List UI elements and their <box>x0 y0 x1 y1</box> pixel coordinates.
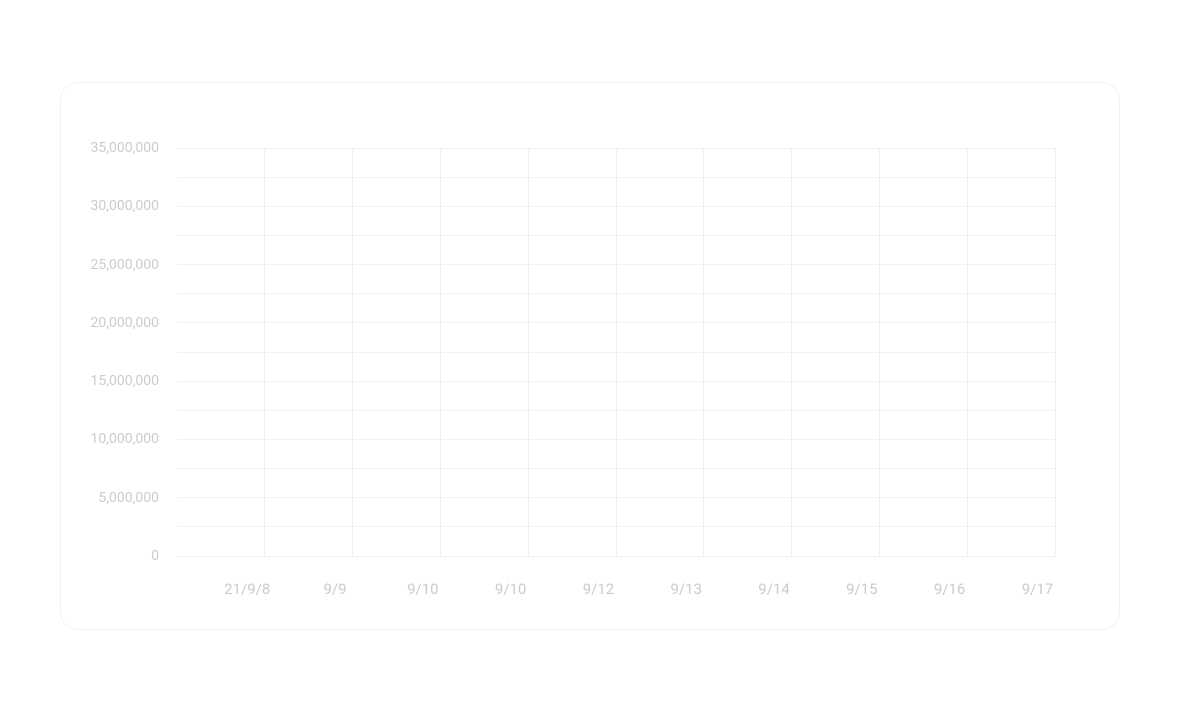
grid-v <box>616 148 617 556</box>
grid-v <box>352 148 353 556</box>
x-axis-tick-label: 9/9 <box>324 580 347 598</box>
y-axis-tick-label: 20,000,000 <box>91 315 159 331</box>
x-axis-tick-label: 9/10 <box>495 580 526 598</box>
x-axis-tick-label: 9/16 <box>934 580 965 598</box>
y-axis-tick-label: 25,000,000 <box>91 257 159 273</box>
x-axis-tick-label: 9/15 <box>846 580 877 598</box>
grid-v <box>1055 148 1056 556</box>
grid-v <box>879 148 880 556</box>
x-axis-tick-label: 9/10 <box>407 580 438 598</box>
y-axis-tick-label: 5,000,000 <box>98 490 159 506</box>
grid-v <box>264 148 265 556</box>
chart-plot-area: 05,000,00010,000,00015,000,00020,000,000… <box>177 148 1055 556</box>
x-axis-tick-label: 9/12 <box>583 580 614 598</box>
y-axis-tick-label: 30,000,000 <box>91 198 159 214</box>
x-axis-tick-label: 9/17 <box>1022 580 1053 598</box>
y-axis-tick-label: 0 <box>151 548 159 564</box>
x-axis-tick-label: 21/9/8 <box>224 580 270 598</box>
x-axis-tick-label: 9/13 <box>670 580 701 598</box>
grid-v <box>967 148 968 556</box>
y-axis-tick-label: 15,000,000 <box>91 373 159 389</box>
grid-v <box>528 148 529 556</box>
x-axis-tick-label: 9/14 <box>758 580 789 598</box>
chart-card: 0 5,000,000 10,000,000 15,000,000 20,000,000… <box>60 82 1120 630</box>
y-axis-tick-label: 35,000,000 <box>91 140 159 156</box>
grid-v <box>703 148 704 556</box>
grid-v <box>791 148 792 556</box>
grid-v <box>440 148 441 556</box>
y-axis-tick-label: 10,000,000 <box>91 431 159 447</box>
